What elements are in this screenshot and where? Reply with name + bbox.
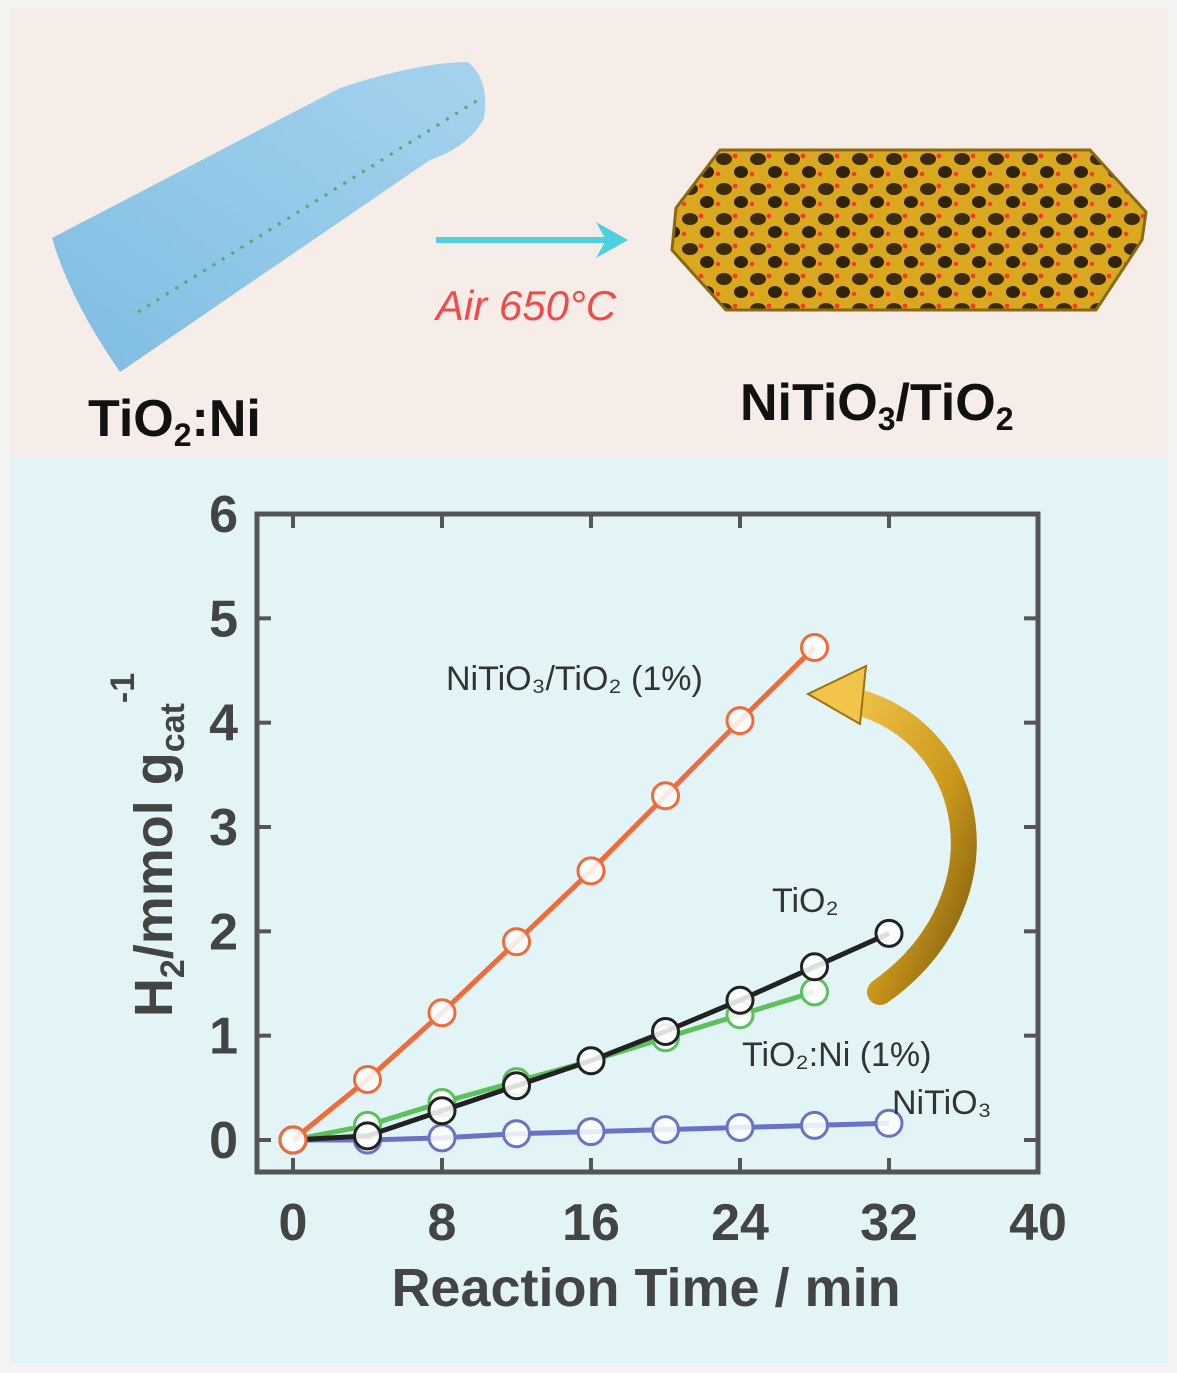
series-0-point-5 [651, 781, 680, 811]
x-tick-label-2: 16 [562, 1194, 620, 1252]
series-layer [278, 633, 904, 1155]
series-0-point-4 [576, 856, 606, 886]
x-tick-label-3: 24 [711, 1194, 769, 1252]
condition-label: Air 650°C [433, 282, 617, 329]
series-0-point-7 [800, 633, 829, 663]
series-label-tio2-ni: TiO₂:Ni (1%) [742, 1036, 932, 1074]
right-label-sub2: 2 [996, 401, 1014, 437]
series-1-point-3 [502, 1071, 531, 1101]
right-label-sub1: 3 [878, 401, 896, 437]
right-schematic-label: NiTiO3/TiO2 [740, 374, 1013, 437]
y-tick-label-6: 6 [209, 486, 238, 544]
series-1-point-7 [800, 952, 829, 982]
chart-panel [10, 458, 1168, 1363]
series-3-point-3 [502, 1119, 531, 1149]
x-axis-ticks: 0 8 16 24 32 40 [279, 514, 1067, 1252]
series-1-point-1 [353, 1121, 382, 1151]
y-tick-label-3: 3 [209, 799, 238, 857]
series-0-point-6 [725, 706, 755, 736]
left-label-main: TiO [88, 390, 174, 448]
plot-frame [254, 511, 1041, 1175]
series-3-point-8 [874, 1108, 904, 1138]
series-3-point-6 [725, 1112, 755, 1142]
left-label-sub: 2 [174, 417, 192, 453]
y-axis-title: H2/mmol gcat -1 [104, 673, 192, 1017]
right-label-mid: /TiO [896, 374, 996, 432]
series-0-point-3 [502, 927, 531, 957]
ylabel-sub1: 2 [154, 959, 192, 978]
series-1-point-8 [874, 918, 904, 948]
left-label-tail: :Ni [192, 390, 261, 448]
series-1-point-4 [576, 1046, 606, 1076]
series-1-point-5 [651, 1016, 680, 1046]
series-label-nitio3: NiTiO₃ [892, 1084, 991, 1122]
y-tick-label-1: 1 [209, 1008, 238, 1066]
y-axis-ticks: 0 1 2 3 4 5 6 [209, 486, 1038, 1170]
series-3-point-5 [651, 1115, 680, 1145]
tio2-ni-nanorod [52, 62, 486, 372]
series-line-0 [291, 645, 817, 1142]
enhancement-curl-arrow [805, 664, 977, 1005]
series-1-point-2 [427, 1096, 457, 1126]
ylabel-main: H [124, 978, 184, 1017]
series-0-point-2 [427, 998, 457, 1028]
ylabel-sub2: cat [154, 703, 192, 752]
series-0-point-1 [353, 1064, 382, 1094]
nitio3-tio2-particle [670, 148, 1148, 312]
x-tick-label-0: 0 [279, 1194, 308, 1252]
series-3-point-7 [800, 1110, 829, 1140]
x-axis-title: Reaction Time / min [391, 1258, 900, 1318]
right-label-main1: NiTiO [740, 374, 878, 432]
y-tick-label-5: 5 [209, 590, 238, 648]
svg-text:H2/mmol gcat-1: H2/mmol gcat -1 [104, 673, 192, 1017]
series-label-tio2: TiO₂ [772, 882, 839, 920]
series-0-point-0 [278, 1125, 308, 1155]
x-tick-label-5: 40 [1009, 1194, 1067, 1252]
y-tick-label-2: 2 [209, 903, 238, 961]
series-1 [278, 918, 904, 1155]
series-2-point-7 [800, 977, 829, 1007]
ylabel-mid: /mmol g [124, 752, 184, 959]
series-3-point-4 [576, 1117, 606, 1147]
series-label-nitio3-tio2: NiTiO₃/TiO₂ (1%) [446, 660, 703, 698]
ylabel-sup: -1 [104, 673, 142, 703]
left-schematic-label: TiO2:Ni [88, 390, 261, 453]
y-tick-label-0: 0 [209, 1112, 238, 1170]
svg-text:NiTiO3/TiO2: NiTiO3/TiO2 [740, 374, 1013, 437]
y-tick-label-4: 4 [209, 695, 238, 753]
series-3-point-2 [427, 1123, 457, 1153]
x-tick-label-4: 32 [860, 1194, 918, 1252]
svg-text:TiO2:Ni: TiO2:Ni [88, 390, 261, 453]
series-0 [278, 633, 829, 1155]
transform-arrow [436, 222, 628, 258]
series-1-point-6 [725, 985, 755, 1015]
x-tick-label-1: 8 [428, 1194, 457, 1252]
